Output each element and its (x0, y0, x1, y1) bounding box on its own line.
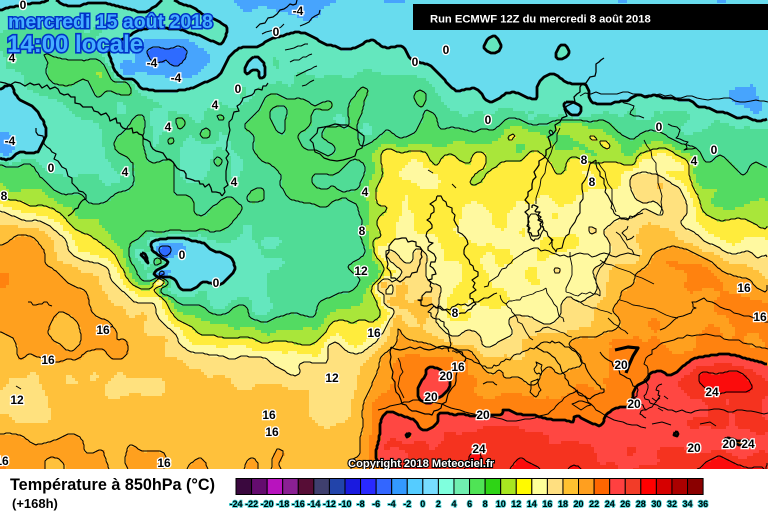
svg-text:-4: -4 (171, 71, 182, 85)
svg-text:16: 16 (157, 456, 171, 470)
svg-text:4: 4 (451, 499, 456, 509)
svg-text:32: 32 (667, 499, 677, 509)
svg-text:12: 12 (10, 393, 24, 407)
svg-text:4: 4 (212, 98, 219, 112)
svg-text:4: 4 (691, 154, 698, 168)
svg-text:0: 0 (656, 120, 663, 134)
svg-text:10: 10 (496, 499, 506, 509)
svg-text:-4: -4 (147, 56, 158, 70)
svg-text:mercredi 15 août 2018: mercredi 15 août 2018 (8, 11, 213, 33)
svg-text:-4: -4 (388, 499, 396, 509)
svg-text:28: 28 (636, 499, 646, 509)
svg-text:8: 8 (589, 175, 596, 189)
svg-text:16: 16 (753, 310, 767, 324)
svg-text:22: 22 (589, 499, 599, 509)
svg-text:4: 4 (9, 51, 16, 65)
svg-text:0: 0 (485, 113, 492, 127)
svg-text:-22: -22 (245, 499, 258, 509)
svg-text:20: 20 (627, 397, 641, 411)
svg-text:8: 8 (1, 189, 8, 203)
svg-text:16: 16 (96, 323, 110, 337)
svg-text:0: 0 (20, 0, 27, 12)
svg-text:16: 16 (737, 281, 751, 295)
svg-text:0: 0 (48, 161, 55, 175)
svg-text:16: 16 (262, 408, 276, 422)
svg-text:14: 14 (527, 499, 537, 509)
svg-text:-24: -24 (229, 499, 242, 509)
svg-text:-14: -14 (307, 499, 320, 509)
svg-text:-10: -10 (338, 499, 351, 509)
svg-text:-20: -20 (261, 499, 274, 509)
svg-text:16: 16 (367, 326, 381, 340)
svg-text:20: 20 (687, 441, 701, 455)
svg-text:24: 24 (705, 385, 719, 399)
svg-text:-4: -4 (5, 134, 16, 148)
svg-text:0: 0 (711, 143, 718, 157)
svg-text:34: 34 (682, 499, 692, 509)
svg-text:4: 4 (122, 165, 129, 179)
svg-text:-2: -2 (403, 499, 411, 509)
svg-text:0: 0 (235, 82, 242, 96)
svg-text:24: 24 (741, 437, 755, 451)
svg-text:-4: -4 (293, 4, 304, 18)
svg-text:16: 16 (542, 499, 552, 509)
svg-text:8: 8 (581, 153, 588, 167)
svg-text:8: 8 (359, 224, 366, 238)
svg-text:26: 26 (620, 499, 630, 509)
svg-text:Copyright 2018 Meteociel.fr: Copyright 2018 Meteociel.fr (348, 458, 495, 470)
svg-text:20: 20 (424, 390, 438, 404)
svg-text:16: 16 (41, 353, 55, 367)
svg-text:0: 0 (412, 55, 419, 69)
svg-text:(+168h): (+168h) (12, 496, 58, 511)
svg-text:2: 2 (436, 499, 441, 509)
svg-text:12: 12 (325, 371, 339, 385)
svg-text:-18: -18 (276, 499, 289, 509)
svg-text:4: 4 (165, 120, 172, 134)
svg-text:24: 24 (472, 442, 486, 456)
svg-text:36: 36 (698, 499, 708, 509)
svg-text:16: 16 (451, 360, 465, 374)
svg-text:16: 16 (265, 425, 279, 439)
svg-text:12: 12 (511, 499, 521, 509)
svg-text:12: 12 (354, 264, 368, 278)
svg-text:-8: -8 (357, 499, 365, 509)
svg-text:20: 20 (476, 408, 490, 422)
svg-text:18: 18 (558, 499, 568, 509)
svg-text:20: 20 (573, 499, 583, 509)
svg-text:0: 0 (179, 248, 186, 262)
svg-text:8: 8 (452, 306, 459, 320)
svg-text:30: 30 (651, 499, 661, 509)
svg-text:Température à 850hPa (°C): Température à 850hPa (°C) (10, 476, 215, 494)
svg-text:0: 0 (273, 25, 280, 39)
svg-text:14:00 locale: 14:00 locale (7, 31, 143, 58)
svg-text:4: 4 (231, 175, 238, 189)
svg-text:0: 0 (420, 499, 425, 509)
svg-text:-16: -16 (292, 499, 305, 509)
svg-text:16: 16 (0, 454, 9, 468)
svg-text:0: 0 (443, 43, 450, 57)
svg-text:-12: -12 (323, 499, 336, 509)
svg-text:24: 24 (605, 499, 615, 509)
svg-text:6: 6 (467, 499, 472, 509)
svg-text:20: 20 (439, 369, 453, 383)
svg-text:0: 0 (213, 276, 220, 290)
svg-text:20: 20 (722, 437, 736, 451)
svg-text:20: 20 (614, 358, 628, 372)
svg-text:-6: -6 (372, 499, 380, 509)
svg-text:Run ECMWF 12Z du mercredi 8 ao: Run ECMWF 12Z du mercredi 8 août 2018 (430, 14, 651, 26)
svg-text:8: 8 (483, 499, 488, 509)
svg-text:4: 4 (362, 185, 369, 199)
